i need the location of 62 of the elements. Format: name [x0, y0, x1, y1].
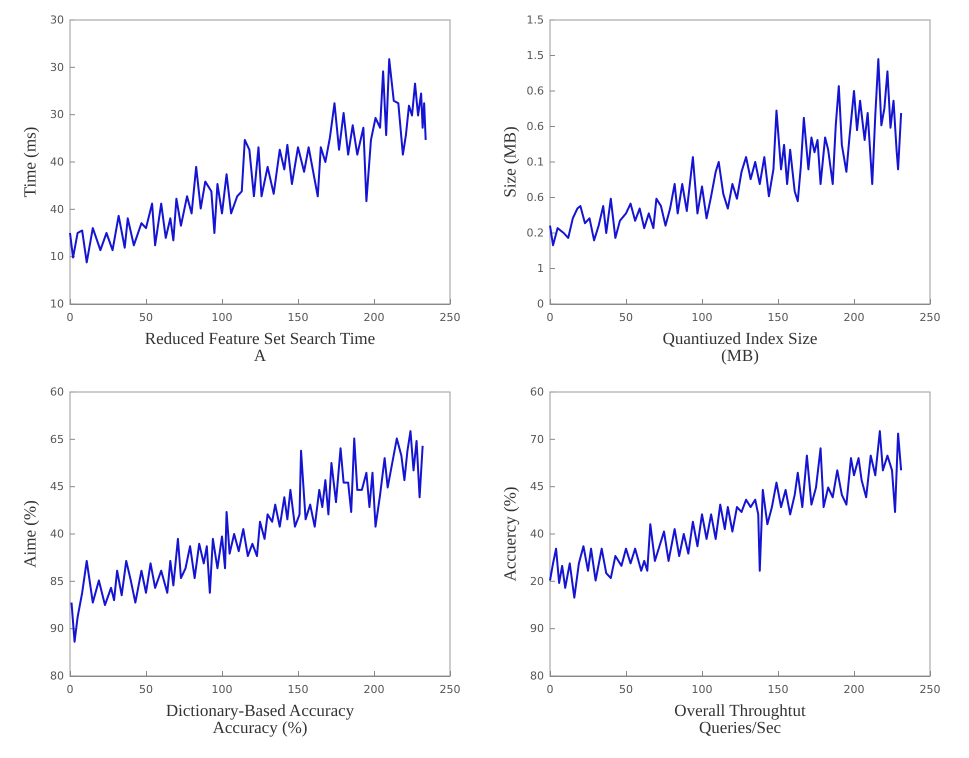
x-tick-label: 150	[288, 683, 308, 696]
x-tick-label: 150	[768, 683, 788, 696]
x-axis-title: Quantiuzed Index Size (MB)	[662, 329, 818, 365]
text: 20	[530, 574, 544, 588]
text: 65	[50, 432, 64, 446]
text: 0.6	[526, 120, 544, 133]
text: 1.5	[526, 49, 544, 62]
x-tick-label: 150	[768, 311, 788, 324]
x-tick-label: 100	[692, 311, 712, 324]
text: 0.2	[526, 226, 544, 240]
x-tick-label: 100	[692, 683, 712, 696]
x-axis-title: Overall Throughtut Queries/Sec	[674, 701, 806, 737]
y-axis-title: Accuercy (%)	[500, 486, 520, 582]
text: 0	[537, 298, 544, 310]
text: 80	[530, 670, 544, 682]
text: 60	[530, 386, 544, 398]
x-tick-label: 200	[364, 311, 384, 324]
x-tick-label: 250	[920, 311, 940, 324]
x-tick-label: 50	[139, 311, 153, 324]
text: 30	[50, 108, 64, 122]
text: 10	[50, 298, 64, 310]
text: 85	[50, 574, 64, 588]
text: 1.5	[526, 14, 544, 26]
text: 45	[530, 480, 544, 494]
x-tick-label: 150	[288, 311, 308, 324]
text: 70	[530, 432, 544, 446]
text: 45	[50, 480, 64, 494]
text: 30	[50, 14, 64, 26]
text: 40	[50, 528, 64, 540]
x-tick-label: 100	[212, 311, 232, 324]
text: 40	[50, 202, 64, 216]
text: 0.1	[526, 156, 544, 168]
x-tick-label: 250	[440, 311, 460, 324]
text: 90	[530, 622, 544, 636]
x-tick-label: 0	[66, 311, 74, 324]
x-tick-label: 200	[364, 683, 384, 696]
text: 1	[537, 262, 544, 275]
text: 90	[50, 622, 64, 636]
text: 40	[50, 156, 64, 168]
y-axis-title: Size (MB)	[500, 126, 520, 198]
text: 80	[50, 670, 64, 682]
y-axis-title: Time (ms)	[20, 126, 40, 198]
x-tick-label: 100	[212, 683, 232, 696]
x-axis-title: Dictionary-Based Accuracy Accuracy (%)	[166, 701, 355, 737]
x-tick-label: 0	[546, 683, 554, 696]
text: 40	[530, 528, 544, 540]
x-axis-title: Reduced Feature Set Search Time A	[144, 329, 376, 365]
text: 0.6	[526, 84, 544, 98]
x-tick-label: 50	[619, 311, 633, 324]
x-tick-label: 200	[844, 683, 864, 696]
x-tick-label: 0	[546, 311, 554, 324]
x-tick-label: 0	[66, 683, 74, 696]
x-tick-label: 50	[619, 683, 633, 696]
text: 60	[50, 386, 64, 398]
x-tick-label: 250	[920, 683, 940, 696]
y-axis-title: Aime (%)	[20, 500, 40, 568]
x-tick-label: 200	[844, 311, 864, 324]
text: 10	[50, 250, 64, 264]
x-tick-label: 250	[440, 683, 460, 696]
text: 0.6	[526, 191, 544, 204]
x-tick-label: 50	[139, 683, 153, 696]
text: 30	[50, 60, 64, 74]
